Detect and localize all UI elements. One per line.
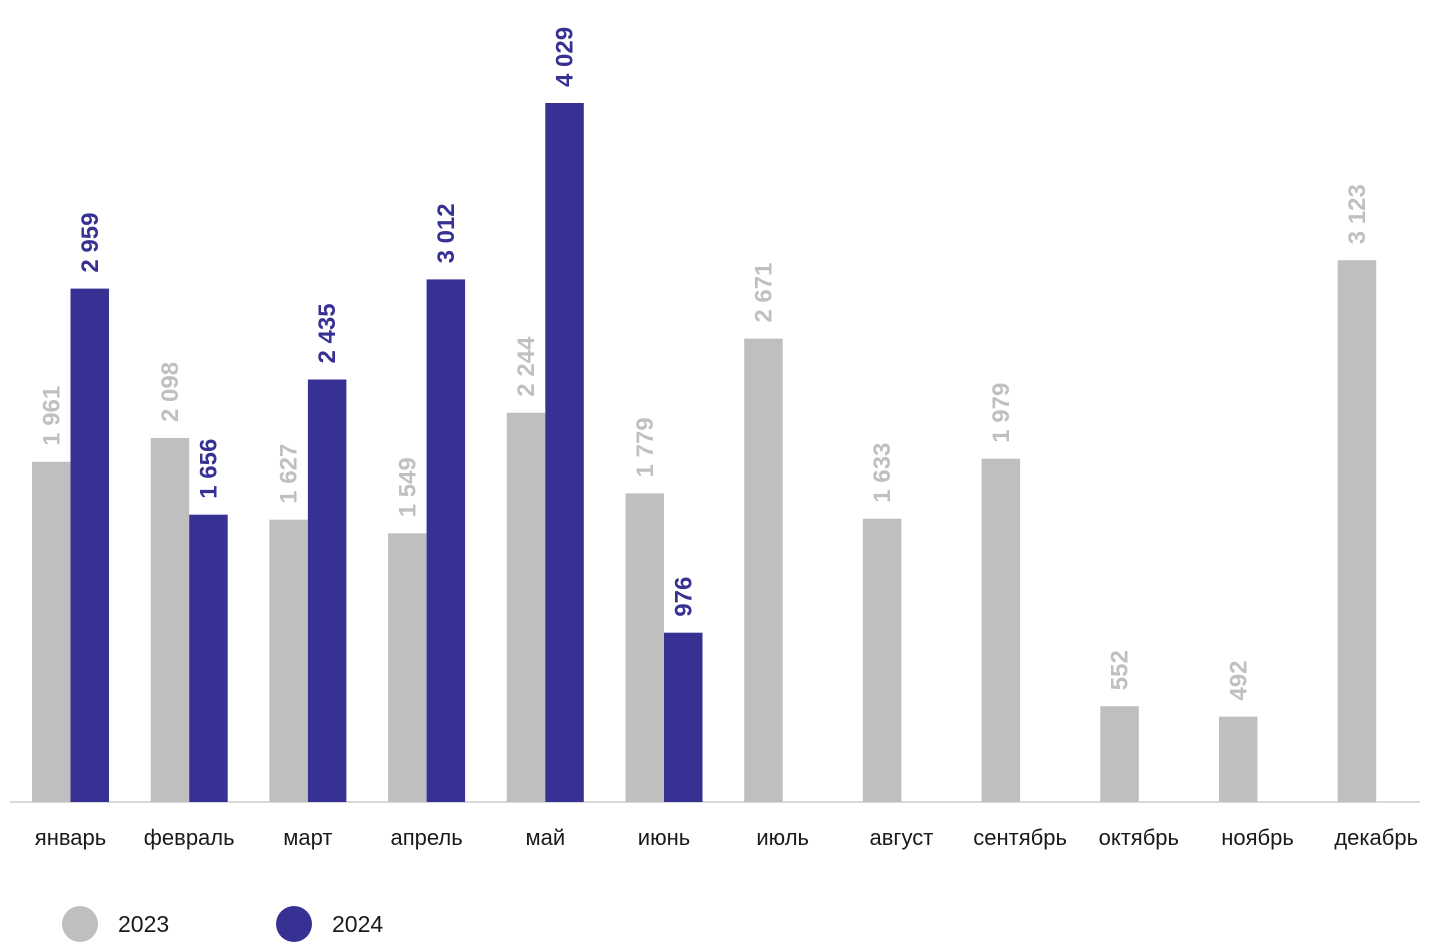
- category-label-0: январь: [35, 825, 106, 850]
- bar-2024-5: [664, 632, 703, 802]
- category-label-9: октябрь: [1099, 825, 1179, 850]
- value-label-2024-4: 4 029: [552, 27, 579, 87]
- legend-label-2024: 2024: [332, 910, 384, 937]
- value-label-2024-3: 3 012: [433, 203, 460, 263]
- bar-2023-9: [1100, 706, 1139, 802]
- category-label-6: июль: [756, 825, 809, 850]
- value-label-2024-5: 976: [670, 577, 697, 617]
- category-label-7: август: [870, 825, 934, 850]
- legend-item-2024: 2024: [276, 906, 383, 942]
- bar-2024-0: [70, 288, 109, 803]
- bar-2023-6: [744, 338, 783, 802]
- value-label-2023-5: 1 779: [632, 417, 659, 477]
- bar-2024-4: [545, 103, 584, 802]
- category-label-11: декабрь: [1334, 825, 1418, 850]
- bar-2023-10: [1219, 716, 1258, 802]
- bar-2024-2: [307, 379, 347, 802]
- value-label-2023-4: 2 244: [513, 336, 540, 397]
- bar-2024-3: [426, 279, 466, 802]
- category-label-1: февраль: [144, 825, 235, 850]
- value-label-2023-7: 1 633: [869, 443, 896, 503]
- value-label-2024-0: 2 959: [77, 213, 104, 273]
- category-label-10: ноябрь: [1221, 825, 1294, 850]
- bar-2023-8: [981, 458, 1021, 802]
- value-label-2024-1: 1 656: [195, 439, 222, 499]
- legend-swatch-2024: [276, 906, 312, 942]
- category-label-2: март: [283, 825, 332, 850]
- legend-swatch-2023: [62, 906, 98, 942]
- category-label-5: июнь: [638, 825, 690, 850]
- bar-2023-11: [1337, 260, 1377, 802]
- value-label-2023-10: 492: [1225, 661, 1252, 701]
- category-labels-group: январь февраль март апрель май июнь июль август…: [35, 825, 1418, 850]
- bar-2023-7: [862, 518, 902, 802]
- value-labels-group: 1 961 2 959 2 098 1 656 1 627 2 435 1 549 3 012…: [38, 27, 1371, 701]
- bar-2024-1: [189, 514, 228, 802]
- bar-2023-4: [506, 412, 546, 802]
- legend-label-2023: 2023: [118, 910, 170, 937]
- legend-item-2023: 2023: [62, 906, 276, 942]
- value-label-2023-11: 3 123: [1344, 184, 1371, 244]
- bar-2023-5: [625, 493, 664, 802]
- value-label-2023-9: 552: [1107, 650, 1134, 690]
- category-label-3: апрель: [391, 825, 463, 850]
- bars-group: [32, 103, 1377, 803]
- legend: 2023 2024: [62, 906, 383, 942]
- bar-2023-1: [150, 438, 190, 802]
- value-label-2023-3: 1 549: [394, 457, 421, 517]
- value-label-2023-8: 1 979: [988, 383, 1015, 443]
- value-label-2024-2: 2 435: [314, 303, 341, 363]
- bar-2023-3: [388, 533, 427, 802]
- bar-2023-2: [269, 519, 308, 802]
- category-label-4: май: [525, 825, 565, 850]
- value-label-2023-2: 1 627: [276, 444, 303, 504]
- category-label-8: сентябрь: [973, 825, 1067, 850]
- value-label-2023-6: 2 671: [751, 263, 778, 323]
- value-label-2023-1: 2 098: [157, 362, 184, 422]
- value-label-2023-0: 1 961: [38, 386, 65, 446]
- bar-2023-0: [32, 461, 71, 802]
